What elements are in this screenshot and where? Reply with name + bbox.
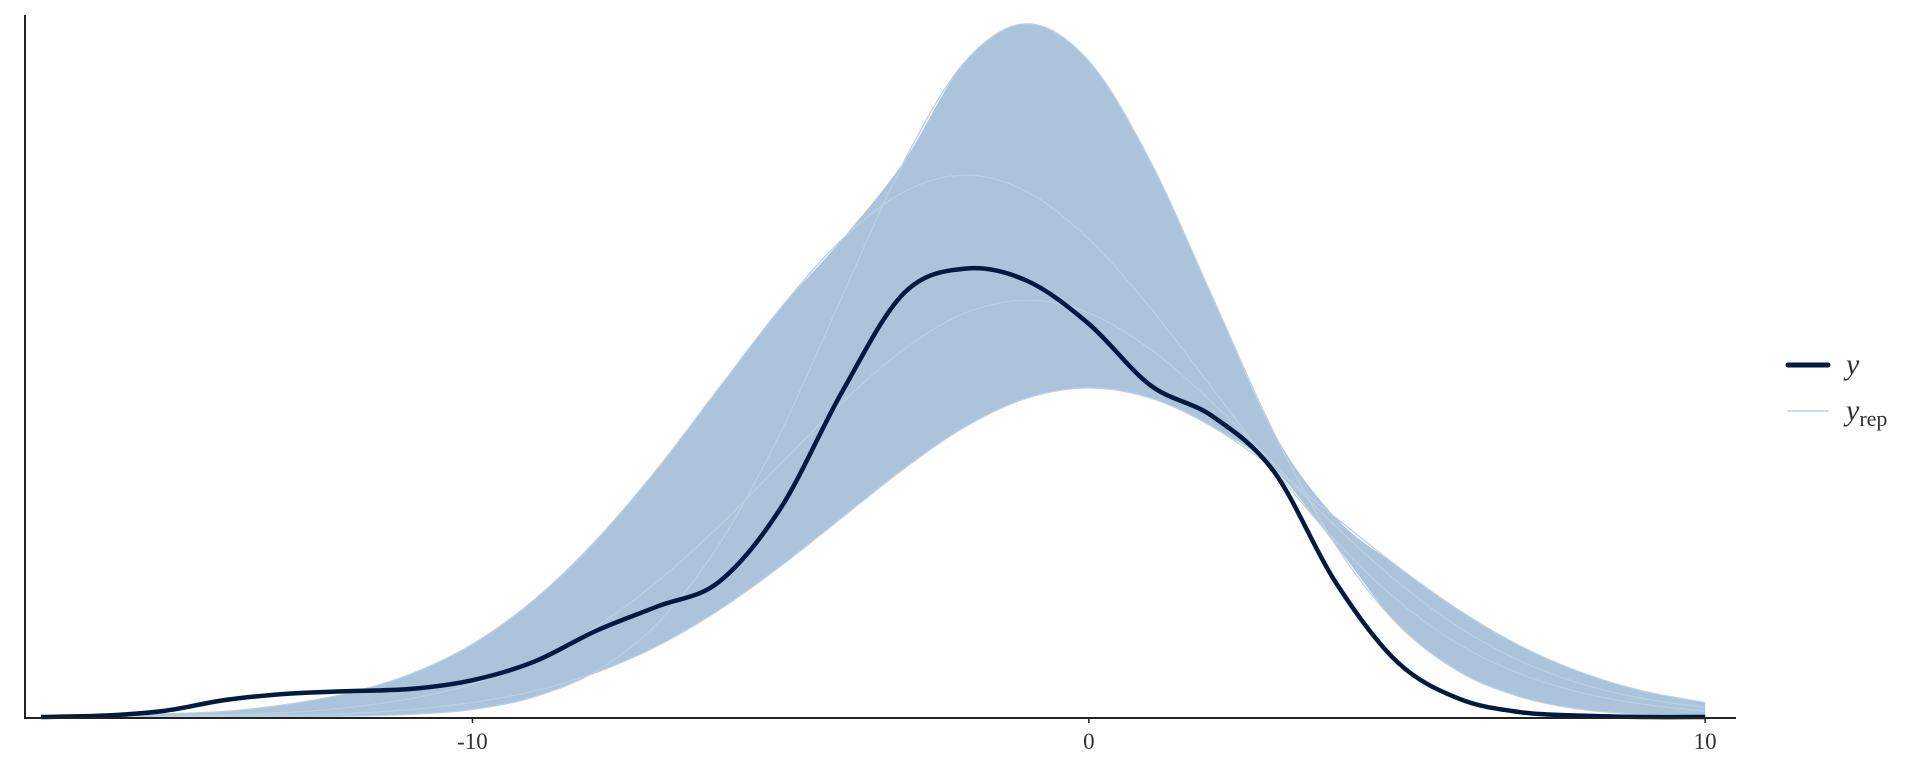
replicate-line (41, 299, 1706, 718)
legend-label: yrep (1843, 394, 1887, 431)
x-tick-label: 0 (1083, 729, 1095, 754)
observed-line (40, 265, 1706, 720)
replicate-line (41, 387, 1706, 718)
replicate-band (41, 23, 1706, 718)
replicate-line (41, 23, 1706, 718)
x-tick-label: 10 (1694, 729, 1717, 754)
legend-subscript: rep (1859, 406, 1887, 431)
legend-name: y (1843, 348, 1860, 381)
line-layer (40, 265, 1706, 720)
replicate-band-layer (41, 23, 1706, 718)
legend-label: y (1843, 348, 1860, 381)
legend-name: y (1843, 394, 1860, 427)
x-tick-label: -10 (457, 729, 488, 754)
x-ticks: -10 0 10 (457, 717, 1717, 754)
